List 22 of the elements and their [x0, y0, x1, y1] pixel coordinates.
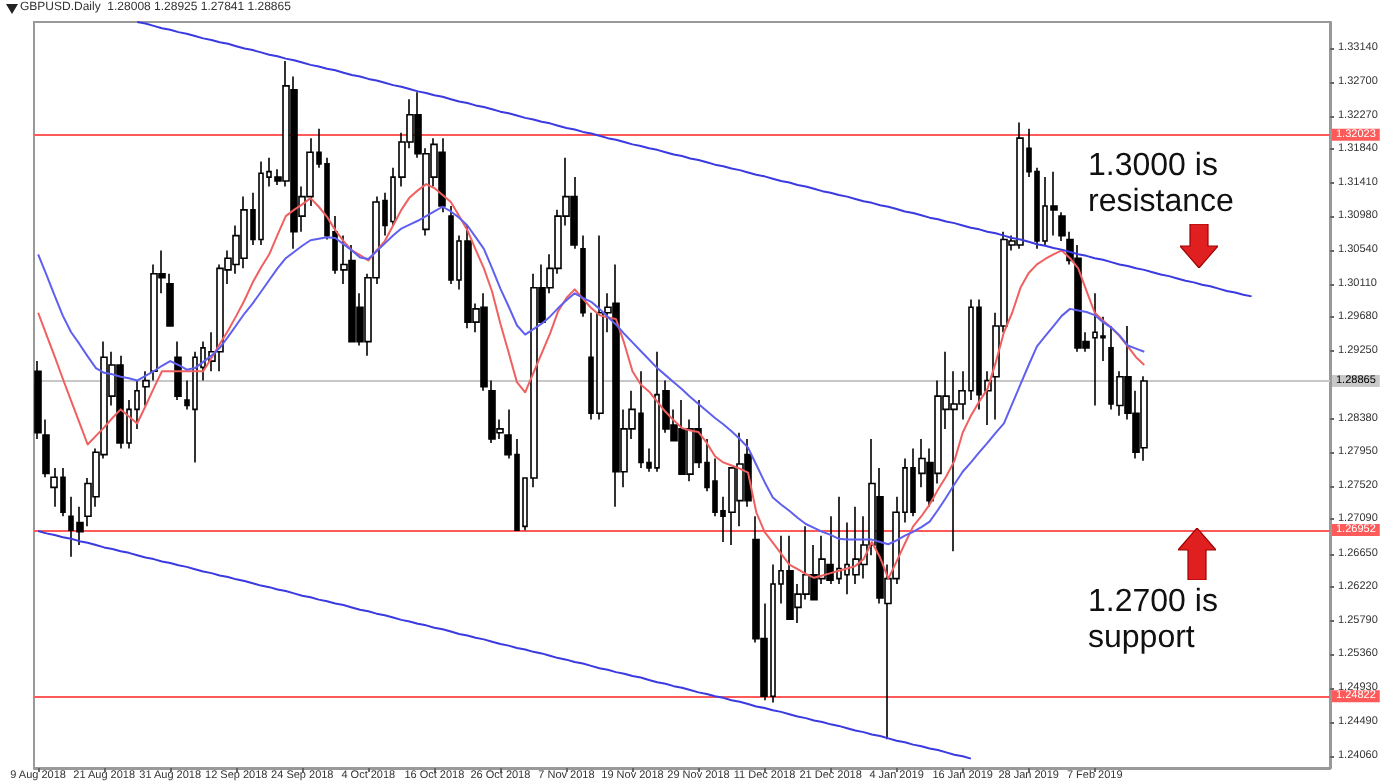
- candlestick: [612, 263, 620, 508]
- candlestick: [192, 350, 198, 464]
- candlestick: [678, 399, 686, 475]
- candlestick: [240, 195, 248, 270]
- candlestick: [786, 534, 794, 620]
- candlestick: [448, 205, 454, 285]
- line-series: [136, 21, 1253, 298]
- candlestick: [596, 234, 604, 421]
- line-series: [37, 530, 972, 760]
- candlestick: [1140, 375, 1148, 462]
- annotation: 1.2700 is support: [1088, 585, 1227, 655]
- candlestick: [258, 160, 264, 246]
- candlestick: [580, 234, 586, 318]
- candlestick: [464, 224, 472, 330]
- candlestick: [1092, 292, 1098, 407]
- candlestick: [438, 137, 446, 213]
- candlestick: [50, 467, 58, 508]
- candlestick: [116, 354, 124, 450]
- annotation: 1.3000 is resistance: [1088, 149, 1235, 219]
- candlestick: [1016, 121, 1024, 250]
- candlestick: [1050, 170, 1058, 237]
- candlestick: [348, 244, 356, 343]
